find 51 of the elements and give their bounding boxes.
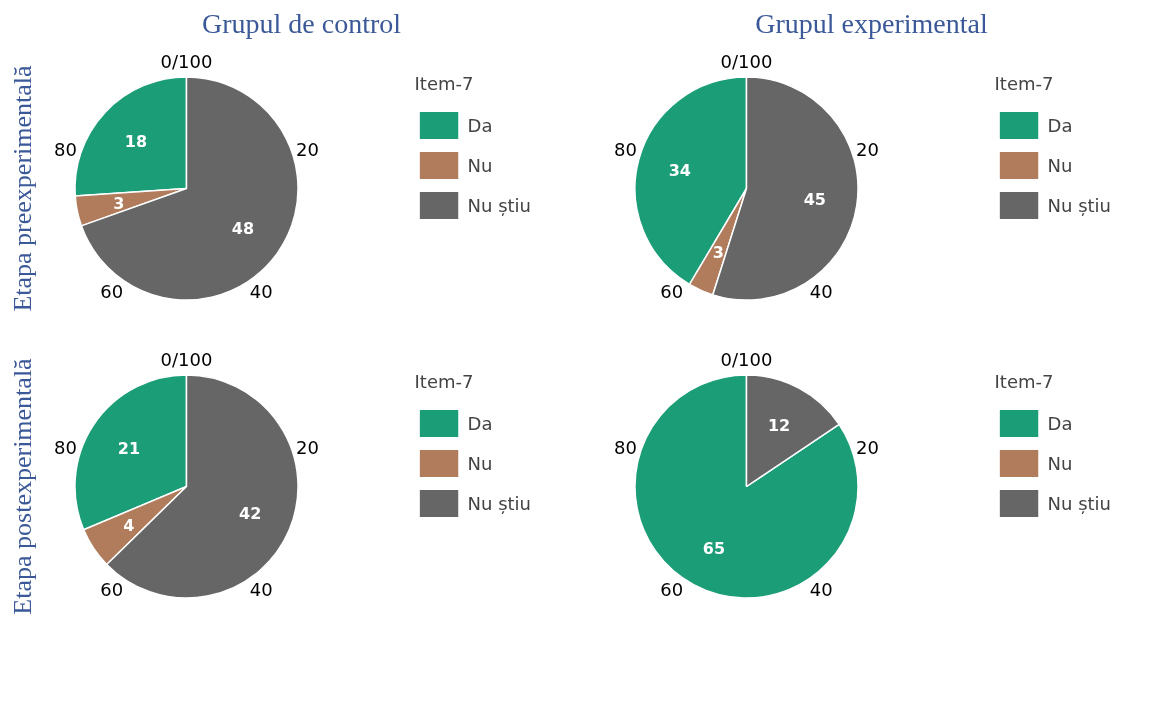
- text: 0/100: [160, 50, 213, 72]
- data-label: 45: [803, 190, 826, 210]
- legend-label: Nu știu: [1047, 492, 1111, 514]
- text: 80: [54, 436, 78, 458]
- legend-title: Item-7: [414, 371, 475, 392]
- legend-label: Nu știu: [1047, 194, 1111, 216]
- text: 60: [100, 578, 124, 600]
- text: 80: [614, 436, 638, 458]
- text: 40: [809, 578, 833, 600]
- text: 80: [614, 138, 638, 160]
- text: Etapa preexperimentală: [7, 64, 37, 312]
- text: 20: [855, 436, 879, 458]
- data-label: 21: [117, 439, 141, 459]
- text: 60: [660, 280, 684, 302]
- legend-label: Da: [467, 412, 493, 434]
- data-label: 18: [124, 132, 148, 152]
- data-label: 12: [767, 416, 791, 436]
- legend-title: Item-7: [994, 371, 1055, 392]
- chart-title: Grupul experimental: [755, 7, 988, 39]
- data-label: 4: [123, 515, 135, 535]
- legend-label: Da: [1047, 114, 1073, 136]
- legend-label: Nu: [467, 154, 493, 176]
- legend-label: Da: [1047, 412, 1073, 434]
- text: 40: [249, 280, 273, 302]
- legend-label: Nu știu: [467, 492, 531, 514]
- data-label: 65: [702, 538, 726, 558]
- data-label: 34: [668, 161, 691, 181]
- text: 60: [100, 280, 124, 302]
- text: 80: [54, 138, 78, 160]
- legend-title: Item-7: [414, 73, 475, 94]
- text: 0/100: [160, 348, 213, 370]
- chart-title: Grupul de control: [201, 7, 402, 39]
- data-label: 48: [231, 219, 255, 239]
- legend-title: Item-7: [994, 73, 1055, 94]
- text: Etapa postexperimentală: [7, 357, 37, 615]
- data-label: 42: [239, 504, 262, 524]
- text: 60: [660, 578, 684, 600]
- legend-label: Nu: [1047, 452, 1073, 474]
- text: 40: [809, 280, 833, 302]
- text: 20: [855, 138, 879, 160]
- data-label: 3: [712, 242, 724, 262]
- text: 20: [295, 138, 319, 160]
- text: 40: [249, 578, 273, 600]
- data-label: 3: [113, 193, 125, 213]
- legend-label: Nu: [1047, 154, 1073, 176]
- legend-label: Nu știu: [467, 194, 531, 216]
- legend-label: Nu: [467, 452, 493, 474]
- text: 0/100: [720, 348, 773, 370]
- legend-label: Da: [467, 114, 493, 136]
- text: 0/100: [720, 50, 773, 72]
- text: 20: [295, 436, 319, 458]
